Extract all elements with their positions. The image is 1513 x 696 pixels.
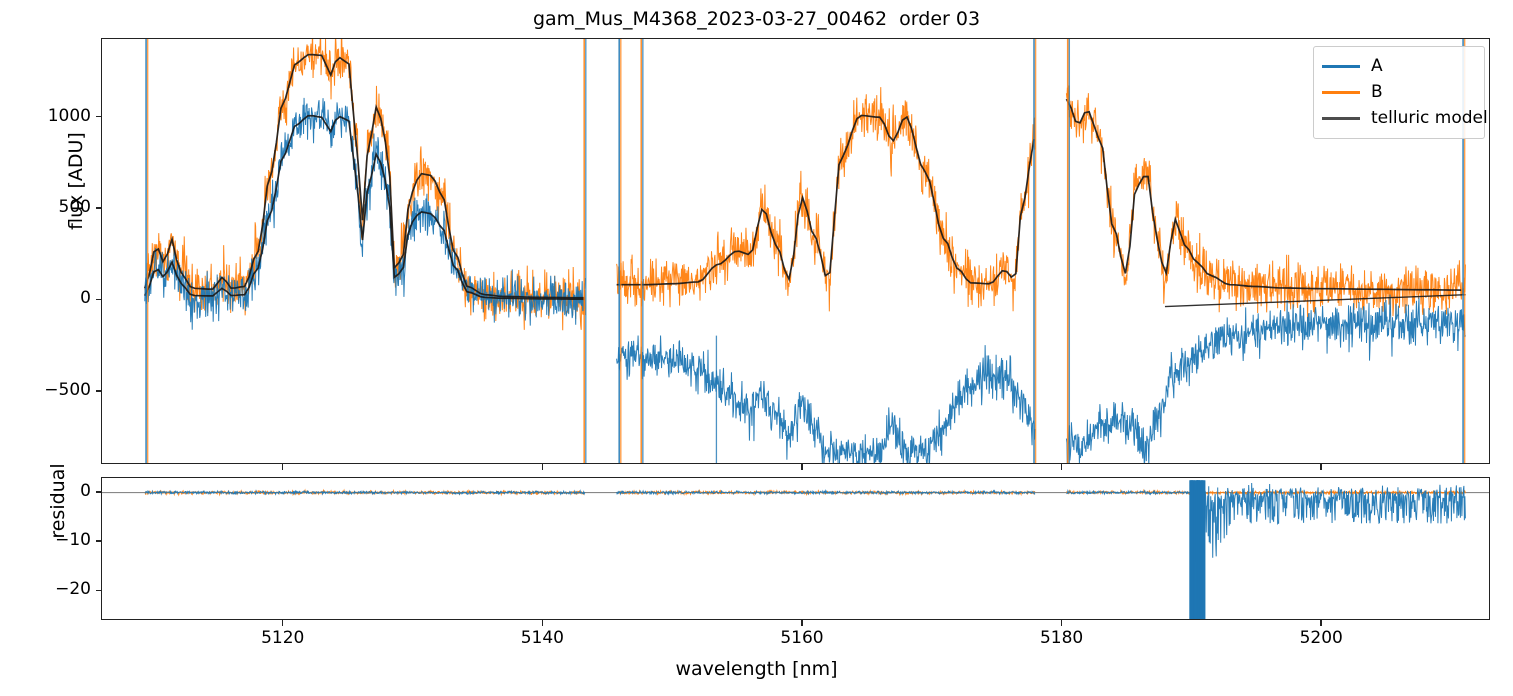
legend-swatch-b — [1322, 90, 1360, 94]
ytick-label-flux: 0 — [80, 288, 91, 309]
xtick-label: 5160 — [780, 628, 824, 648]
ytick-label-flux: 500 — [58, 197, 91, 218]
xtick-label: 5120 — [261, 628, 305, 648]
xtick-label: 5180 — [1039, 628, 1084, 648]
ytick-label-residual: 0 — [80, 480, 91, 501]
xtick-mark-main — [541, 464, 544, 470]
residual-axis-label: residual — [47, 463, 69, 539]
legend-label-a: A — [1371, 56, 1383, 76]
xtick-mark-main — [801, 464, 803, 470]
legend-label-telluric-model: telluric model — [1371, 108, 1488, 128]
ytick-mark-flux — [95, 298, 101, 301]
flux-plot-canvas — [143, 39, 1466, 463]
ytick-label-residual: −20 — [55, 579, 91, 600]
xtick-label: 5140 — [520, 628, 564, 648]
legend-swatch-a — [1322, 64, 1360, 68]
legend: A B telluric model — [1313, 46, 1488, 139]
ytick-mark-flux — [95, 207, 101, 209]
xtick-mark-residual — [1320, 620, 1322, 626]
legend-item-b[interactable]: B — [1322, 79, 1476, 105]
ytick-mark-flux — [95, 390, 101, 392]
ytick-label-residual: −10 — [55, 530, 91, 551]
xtick-mark-main — [1060, 464, 1063, 470]
ytick-mark-flux — [95, 115, 101, 118]
flux-plot-axes — [101, 38, 1490, 464]
xtick-mark-main — [281, 464, 284, 470]
xtick-mark-main — [1320, 464, 1322, 470]
legend-label-b: B — [1371, 82, 1383, 102]
legend-swatch-telluric-model — [1322, 116, 1360, 120]
ytick-label-flux: 1000 — [47, 105, 91, 126]
residual-plot-canvas — [102, 480, 1489, 619]
page-title: gam_Mus_M4368_2023-03-27_00462 order 03 — [532, 8, 981, 30]
xtick-mark-residual — [801, 620, 803, 626]
ytick-mark-residual — [95, 491, 101, 493]
ytick-mark-residual — [95, 540, 101, 542]
xtick-mark-residual — [541, 620, 544, 626]
xtick-mark-residual — [281, 620, 284, 626]
legend-item-telluric-model[interactable]: telluric model — [1322, 105, 1488, 131]
ytick-mark-residual — [95, 589, 101, 592]
wavelength-axis-label: wavelength [nm] — [675, 658, 838, 680]
residual-plot-axes — [101, 477, 1490, 620]
legend-item-a[interactable]: A — [1322, 53, 1476, 79]
xtick-mark-residual — [1060, 620, 1063, 626]
ytick-label-flux: −500 — [44, 379, 91, 400]
xtick-label: 5200 — [1299, 628, 1343, 648]
